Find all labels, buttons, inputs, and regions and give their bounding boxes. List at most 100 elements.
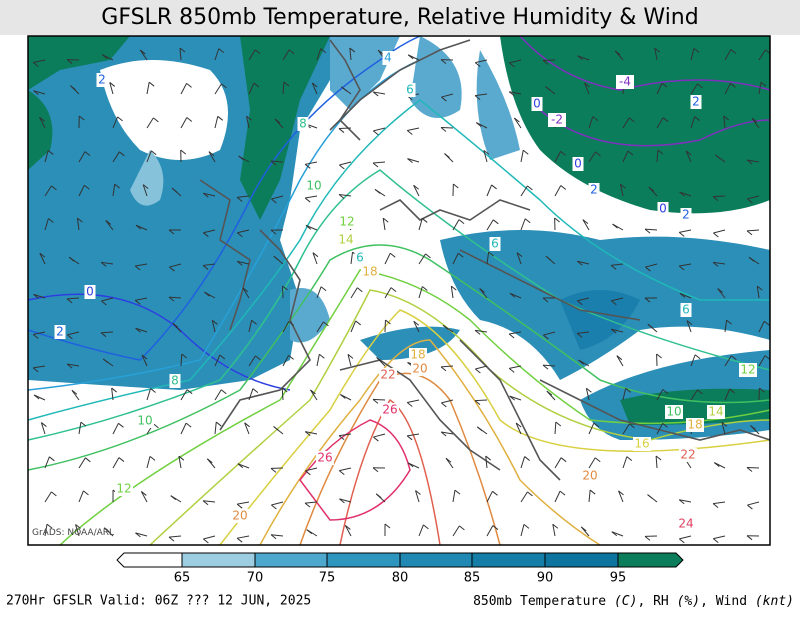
wind-barb-flag xyxy=(382,217,389,223)
wind-barb-flag xyxy=(515,422,522,428)
wind-barb xyxy=(339,467,352,472)
wind-barb-flag xyxy=(117,116,123,122)
wind-barb-flag xyxy=(80,421,87,427)
wind-barb xyxy=(214,116,219,129)
wind-barb xyxy=(44,491,52,503)
wind-barb-flag xyxy=(693,47,700,53)
wind-barb xyxy=(214,83,222,95)
wind-barb-flag xyxy=(49,456,55,462)
wind-barb xyxy=(485,456,488,469)
wind-barb-flag xyxy=(485,455,492,461)
wind-barb-flag xyxy=(492,490,498,496)
wind-barb-flag xyxy=(560,457,567,463)
wind-barb-flag xyxy=(170,495,177,501)
wind-barb-flag xyxy=(746,535,753,541)
wind-barb-flag xyxy=(442,324,449,330)
wind-barb xyxy=(384,287,392,299)
colorbar-segment xyxy=(471,552,546,568)
wind-barb-flag xyxy=(717,288,723,293)
wind-barb-flag xyxy=(514,117,520,123)
wind-barb xyxy=(746,229,760,232)
wind-barb xyxy=(721,422,726,435)
wind-barb-flag xyxy=(281,387,288,393)
wind-barb-flag xyxy=(577,55,584,61)
wind-barb-flag xyxy=(647,323,654,329)
contour-label-bg xyxy=(404,83,416,97)
wind-barb-flag xyxy=(516,252,523,258)
wind-barb-flag xyxy=(577,300,583,306)
contour-label: 0 xyxy=(533,97,541,111)
wind-barb-flag xyxy=(41,422,47,427)
wind-barb-flag xyxy=(560,150,566,156)
wind-barb xyxy=(713,535,726,540)
wind-barb-flag xyxy=(760,81,767,87)
wind-barb-flag xyxy=(584,82,590,88)
wind-barb xyxy=(509,365,522,369)
wind-barb-flag xyxy=(440,366,447,372)
wind-barb-flag xyxy=(713,232,719,238)
contour-label: 20 xyxy=(582,469,597,483)
wind-barb xyxy=(338,127,352,130)
wind-barb-flag xyxy=(148,81,155,87)
wind-barb xyxy=(644,228,658,231)
wind-barb-flag xyxy=(678,231,685,237)
contour-label-bg xyxy=(657,202,669,216)
colorbar-segment xyxy=(181,552,256,568)
wind-barb-flag xyxy=(618,490,624,496)
wind-barb xyxy=(407,127,420,132)
wind-barb xyxy=(758,321,765,333)
wind-barb-flag xyxy=(612,223,618,229)
wind-barb xyxy=(282,49,290,61)
wind-barb-flag xyxy=(730,49,737,54)
wind-barb xyxy=(373,433,386,438)
wind-barb-flag xyxy=(70,85,76,91)
wind-barb-flag xyxy=(48,218,54,223)
wind-barb-flag xyxy=(422,286,428,291)
wind-barb xyxy=(486,491,493,503)
wind-barb xyxy=(723,116,726,129)
wind-barb xyxy=(616,355,624,367)
wind-barb xyxy=(486,525,494,537)
contour-label-bg xyxy=(665,405,683,419)
wind-barb-flag xyxy=(751,117,758,123)
wind-barb-flag xyxy=(101,54,108,60)
wind-barb-flag xyxy=(479,288,485,293)
wind-barb xyxy=(679,191,692,197)
wind-barb-flag xyxy=(33,90,39,96)
wind-barb-flag xyxy=(254,49,261,55)
wind-barb-flag xyxy=(47,150,54,155)
wind-barb xyxy=(78,457,86,469)
wind-barb-flag xyxy=(611,531,618,537)
contour-label: 0 xyxy=(574,157,582,171)
wind-barb-flag xyxy=(647,494,653,499)
wind-barb-flag xyxy=(311,82,318,88)
wind-barb-flag xyxy=(202,265,209,270)
contour-label-bg xyxy=(548,113,566,127)
wind-barb-flag xyxy=(644,536,651,541)
wind-barb-flag xyxy=(560,185,567,190)
wind-barb-flag xyxy=(372,399,379,404)
wind-barb xyxy=(33,90,46,95)
wind-barb xyxy=(248,49,256,61)
wind-barb xyxy=(554,421,557,435)
colorbar-segment xyxy=(116,552,183,568)
wind-barb xyxy=(350,320,357,333)
contour-label: 16 xyxy=(634,437,649,451)
contour-label-bg xyxy=(382,51,394,65)
wind-barb-flag xyxy=(483,150,490,155)
wind-barb xyxy=(168,296,182,299)
wind-barb-flag xyxy=(251,319,257,325)
wind-barb xyxy=(71,389,80,401)
wind-barb xyxy=(554,490,561,503)
wind-barb xyxy=(40,422,46,435)
wind-barb xyxy=(577,331,590,334)
wind-barb-flag xyxy=(312,252,319,258)
wind-barb-flag xyxy=(747,198,753,204)
wind-barb-flag xyxy=(119,151,125,157)
wind-barb-flag xyxy=(592,116,599,122)
wind-barb xyxy=(622,117,630,129)
wind-barb-flag xyxy=(288,49,295,55)
wind-barb-flag xyxy=(219,354,226,360)
wind-barb xyxy=(520,491,528,503)
wind-barb-flag xyxy=(372,91,379,97)
